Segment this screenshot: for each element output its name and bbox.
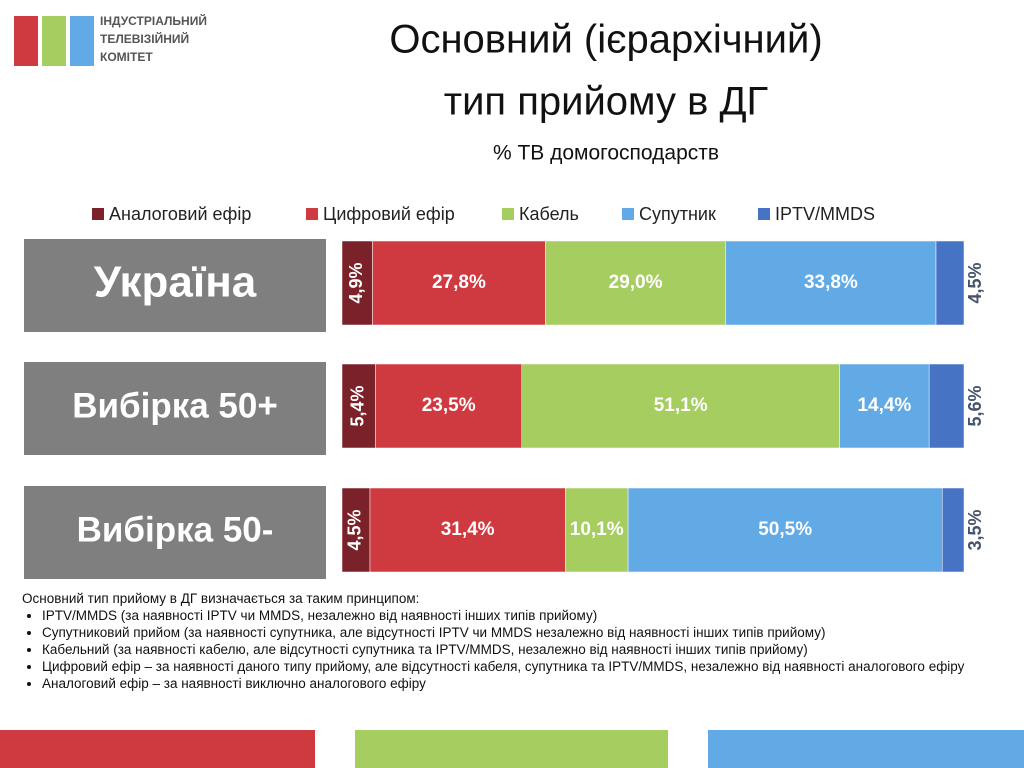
value-label: 4,5% xyxy=(345,509,365,550)
bar-segment xyxy=(341,240,373,326)
legend-label: Супутник xyxy=(639,204,716,224)
bar-segment xyxy=(935,240,965,326)
value-label: 5,6% xyxy=(965,385,985,426)
value-label: 14,4% xyxy=(857,395,911,416)
category-label: Вибірка 50+ xyxy=(72,386,278,425)
legend-swatch xyxy=(758,208,770,220)
note-item: Аналоговий ефір – за наявності виключно … xyxy=(42,675,982,692)
value-label: 29,0% xyxy=(609,272,663,293)
category-box xyxy=(24,362,326,455)
logo-block xyxy=(14,16,38,66)
legend-swatch xyxy=(622,208,634,220)
bar-segment xyxy=(839,363,930,449)
category-label: Вибірка 50- xyxy=(77,510,274,549)
notes: Основний тип прийому в ДГ визначається з… xyxy=(22,590,982,692)
note-item: IPTV/MMDS (за наявності IPTV чи MMDS, не… xyxy=(42,607,982,624)
bar-segment xyxy=(369,487,566,573)
value-label: 3,5% xyxy=(965,509,985,550)
note-item: Цифровий ефір – за наявності даного типу… xyxy=(42,658,982,675)
bar-segment xyxy=(521,363,840,449)
note-item: Супутниковий прийом (за наявності супутн… xyxy=(42,624,982,641)
chart-title: тип прийому в ДГ xyxy=(444,80,768,124)
legend-swatch xyxy=(92,208,104,220)
footer-block xyxy=(0,730,315,768)
bar-segment xyxy=(372,240,546,326)
logo-text: КОМІТЕТ xyxy=(100,50,153,64)
bar-segment xyxy=(627,487,943,573)
logo-text: ІНДУСТРІАЛЬНИЙ xyxy=(100,13,207,28)
legend-swatch xyxy=(306,208,318,220)
value-label: 27,8% xyxy=(432,272,486,293)
legend-label: Аналоговий ефір xyxy=(109,204,251,224)
note-item: Кабельний (за наявності кабелю, але відс… xyxy=(42,641,982,658)
value-label: 5,4% xyxy=(348,385,368,426)
category-box xyxy=(24,239,326,332)
bar-segment xyxy=(928,363,965,449)
logo-block xyxy=(70,16,94,66)
category-label: Україна xyxy=(94,258,257,307)
bar-segment xyxy=(545,240,727,326)
bar-segment xyxy=(341,487,371,573)
value-label: 33,8% xyxy=(804,272,858,293)
notes-heading: Основний тип прийому в ДГ визначається з… xyxy=(22,591,420,606)
footer-block xyxy=(708,730,1024,768)
value-label: 23,5% xyxy=(422,395,476,416)
bar-segment xyxy=(341,363,376,449)
legend-label: Цифровий ефір xyxy=(323,204,455,224)
logo-text: ТЕЛЕВІЗІЙНИЙ xyxy=(100,31,189,46)
value-label: 10,1% xyxy=(570,519,624,540)
chart-subtitle: % ТВ домогосподарств xyxy=(493,142,719,165)
value-label: 51,1% xyxy=(654,395,708,416)
value-label: 50,5% xyxy=(758,519,812,540)
legend-swatch xyxy=(502,208,514,220)
bar-segment xyxy=(941,487,965,573)
notes-list: IPTV/MMDS (за наявності IPTV чи MMDS, не… xyxy=(22,607,982,692)
value-label: 4,5% xyxy=(965,262,985,303)
value-label: 31,4% xyxy=(441,519,495,540)
chart-title: Основний (ієрархічний) xyxy=(389,18,822,62)
value-label: 4,9% xyxy=(346,262,366,303)
legend-label: IPTV/MMDS xyxy=(775,204,875,224)
bar-segment xyxy=(725,240,937,326)
legend-label: Кабель xyxy=(519,204,579,224)
footer-block xyxy=(355,730,668,768)
logo-block xyxy=(42,16,66,66)
bar-segment xyxy=(375,363,523,449)
category-box xyxy=(24,486,326,579)
